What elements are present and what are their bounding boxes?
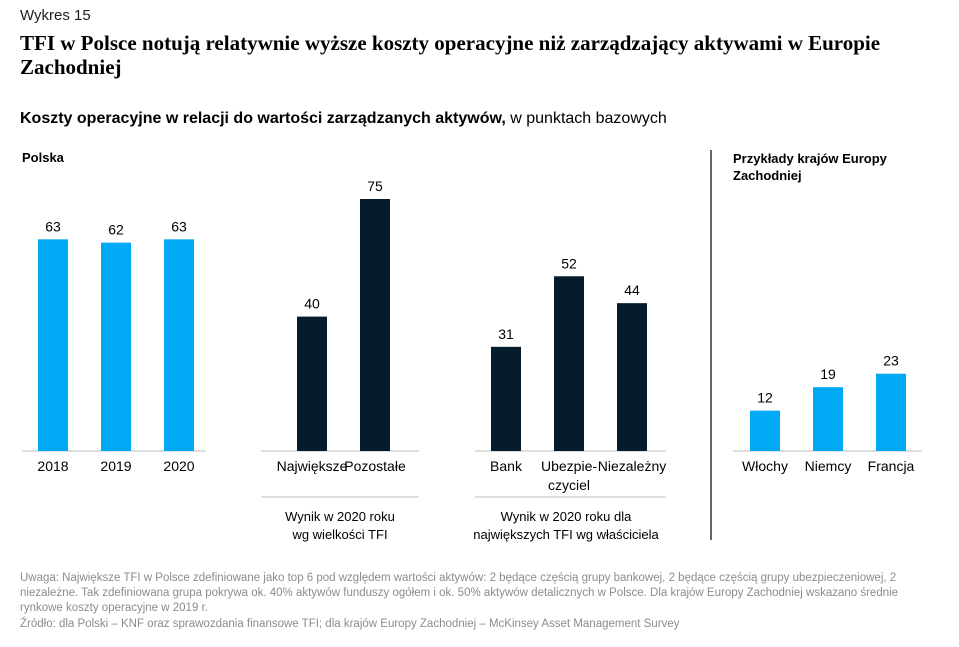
category-label: Francja	[868, 458, 915, 474]
category-label: Największe	[277, 458, 348, 474]
panel-heading: Przykłady krajów Europy Zachodniej	[733, 151, 888, 183]
data-label: 52	[561, 255, 577, 271]
category-label: 2020	[163, 458, 194, 474]
category-label: Ubezpie-czyciel	[541, 458, 597, 493]
bar-1-0	[297, 316, 327, 451]
category-label: Bank	[490, 458, 523, 474]
data-label: 40	[304, 296, 320, 312]
data-label: 19	[820, 366, 836, 382]
category-label: Pozostałe	[344, 458, 406, 474]
chart-subtitle: Koszty operacyjne w relacji do wartości …	[20, 110, 667, 128]
chart-source: Źródło: dla Polski – KNF oraz sprawozdan…	[20, 618, 680, 630]
bar-3-1	[813, 387, 843, 451]
bar-0-0	[38, 239, 68, 451]
bar-2-2	[617, 303, 647, 451]
bar-1-1	[360, 199, 390, 451]
category-label: Niezależny	[598, 458, 666, 474]
category-label: Niemcy	[805, 458, 852, 474]
bar-2-0	[491, 346, 521, 451]
figure-label: Wykres 15	[20, 7, 91, 24]
category-label: 2019	[100, 458, 131, 474]
category-label: Włochy	[742, 458, 788, 474]
subtitle-regular: w punktach bazowych	[505, 110, 667, 127]
data-label: 62	[108, 222, 124, 238]
bar-0-1	[101, 242, 131, 451]
data-label: 44	[624, 282, 640, 298]
bar-0-2	[164, 239, 194, 451]
data-label: 63	[171, 218, 187, 234]
panel-heading: Polska	[22, 150, 65, 165]
category-label: 2018	[37, 458, 68, 474]
subtitle-bold: Koszty operacyjne w relacji do wartości …	[20, 110, 506, 127]
data-label: 63	[45, 218, 61, 234]
bar-3-0	[750, 410, 780, 451]
data-label: 31	[498, 326, 514, 342]
chart-note: Uwaga: Największe TFI w Polsce zdefiniow…	[20, 572, 899, 614]
data-label: 75	[367, 178, 383, 194]
chart-title: TFI w Polsce notują relatywnie wyższe ko…	[20, 31, 881, 79]
data-label: 23	[883, 353, 899, 369]
group-caption: Wynik w 2020 roku dla największych TFI wg…	[473, 509, 659, 542]
group-caption: Wynik w 2020 roku wg wielkości TFI	[285, 509, 395, 542]
bar-2-1	[554, 276, 584, 451]
bar-3-2	[876, 373, 906, 451]
data-label: 12	[757, 390, 773, 406]
